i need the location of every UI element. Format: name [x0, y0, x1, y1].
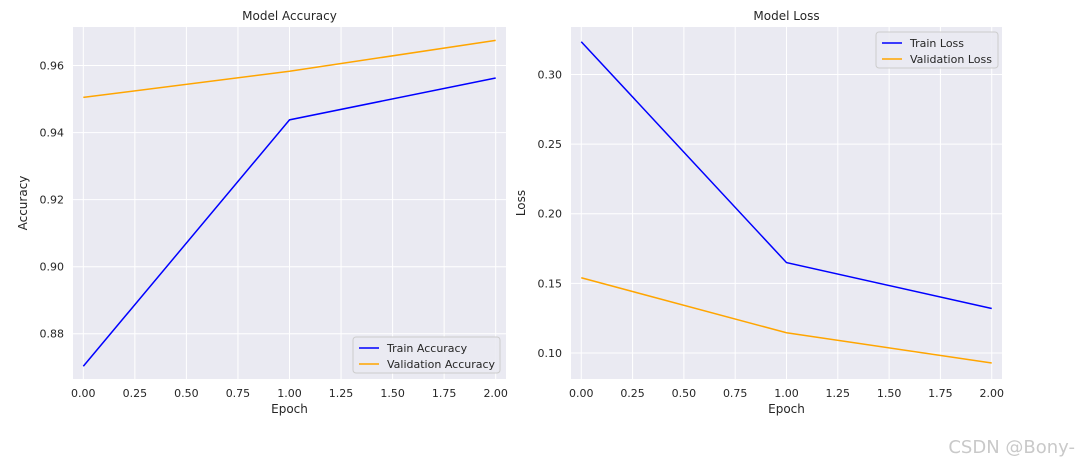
y-tick-label: 0.90 — [40, 261, 65, 274]
x-axis-label: Epoch — [271, 402, 308, 416]
x-tick-label: 0.00 — [569, 387, 594, 400]
legend-box — [875, 31, 999, 69]
y-tick-label: 0.88 — [40, 328, 65, 341]
x-tick-label: 0.75 — [723, 387, 748, 400]
legend-label: Train Accuracy — [386, 342, 468, 355]
x-tick-label: 2.00 — [483, 387, 508, 400]
x-tick-label: 1.00 — [277, 387, 302, 400]
x-tick-label: 1.25 — [826, 387, 851, 400]
series-line-train-accuracy — [82, 77, 496, 367]
y-tick-label: 0.30 — [538, 68, 563, 81]
y-tick-label: 0.92 — [40, 194, 65, 207]
legend-label: Validation Loss — [910, 53, 992, 66]
x-tick-label: 0.50 — [174, 387, 199, 400]
x-tick-label: 2.00 — [979, 387, 1004, 400]
x-tick-label: 1.50 — [380, 387, 405, 400]
y-tick-label: 0.15 — [538, 277, 563, 290]
x-tick-label: 0.75 — [226, 387, 251, 400]
x-tick-label: 0.25 — [620, 387, 645, 400]
y-tick-label: 0.10 — [538, 347, 563, 360]
y-axis-label: Loss — [514, 190, 528, 216]
x-tick-label: 1.75 — [928, 387, 953, 400]
series-line-train-loss — [580, 41, 992, 310]
legend: Train Accuracy Validation Accuracy — [352, 336, 501, 374]
y-tick-label: 0.96 — [40, 60, 65, 73]
x-tick-label: 0.00 — [71, 387, 96, 400]
x-tick-label: 1.25 — [329, 387, 354, 400]
y-axis-label: Accuracy — [16, 176, 30, 231]
watermark: CSDN @Bony- — [948, 437, 1075, 458]
y-tick-label: 0.94 — [40, 127, 65, 140]
legend-label: Validation Accuracy — [387, 358, 496, 371]
legend: Train Loss Validation Loss — [875, 31, 999, 69]
x-axis-label: Epoch — [768, 402, 805, 416]
series-line-validation-accuracy — [83, 39, 496, 99]
x-tick-label: 1.75 — [432, 387, 457, 400]
loss-chart: 0.00 0.25 0.50 0.75 1.00 1.25 1.50 1.75 2.00 0.10… — [514, 9, 1004, 416]
chart-title: Model Loss — [753, 9, 819, 23]
legend-box — [352, 336, 501, 374]
x-tick-label: 0.50 — [672, 387, 697, 400]
series-line-validation-loss — [581, 277, 992, 364]
x-tick-label: 1.50 — [877, 387, 902, 400]
legend-label: Train Loss — [909, 37, 964, 50]
x-tick-label: 0.25 — [123, 387, 148, 400]
x-tick-label: 1.00 — [774, 387, 799, 400]
chart-title: Model Accuracy — [242, 9, 337, 23]
y-tick-label: 0.25 — [538, 138, 563, 151]
y-tick-label: 0.20 — [538, 208, 563, 221]
accuracy-chart: 0.00 0.25 0.50 0.75 1.00 1.25 1.50 1.75 2.00 0.88… — [16, 9, 508, 416]
